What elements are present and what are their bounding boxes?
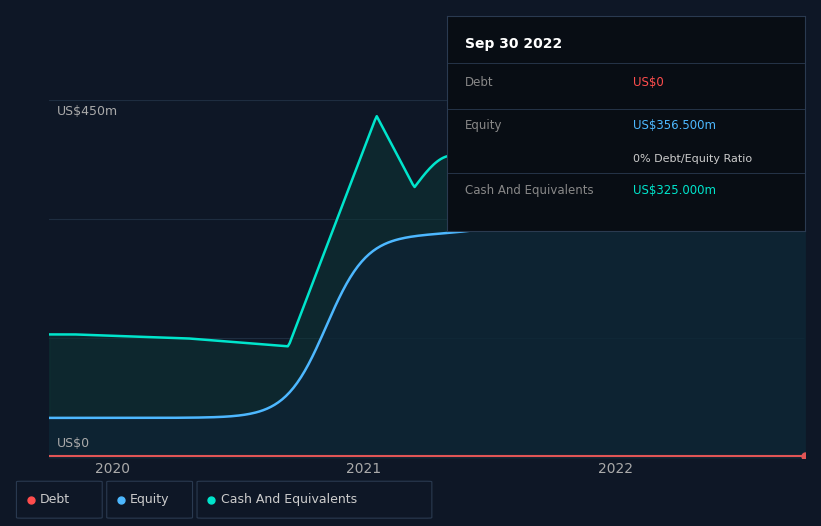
Text: US$0: US$0 bbox=[633, 76, 664, 89]
Text: 0% Debt/Equity Ratio: 0% Debt/Equity Ratio bbox=[633, 154, 752, 164]
Text: Debt: Debt bbox=[466, 76, 494, 89]
Text: Cash And Equivalents: Cash And Equivalents bbox=[221, 493, 356, 506]
Text: US$0: US$0 bbox=[57, 438, 90, 450]
Text: US$356.500m: US$356.500m bbox=[633, 119, 716, 133]
FancyBboxPatch shape bbox=[197, 481, 432, 518]
FancyBboxPatch shape bbox=[16, 481, 103, 518]
Text: Sep 30 2022: Sep 30 2022 bbox=[466, 37, 562, 52]
FancyBboxPatch shape bbox=[107, 481, 193, 518]
Text: Equity: Equity bbox=[131, 493, 170, 506]
Text: US$325.000m: US$325.000m bbox=[633, 184, 716, 197]
Text: US$450m: US$450m bbox=[57, 105, 118, 118]
Text: Equity: Equity bbox=[466, 119, 502, 133]
Text: Cash And Equivalents: Cash And Equivalents bbox=[466, 184, 594, 197]
Text: Debt: Debt bbox=[40, 493, 70, 506]
